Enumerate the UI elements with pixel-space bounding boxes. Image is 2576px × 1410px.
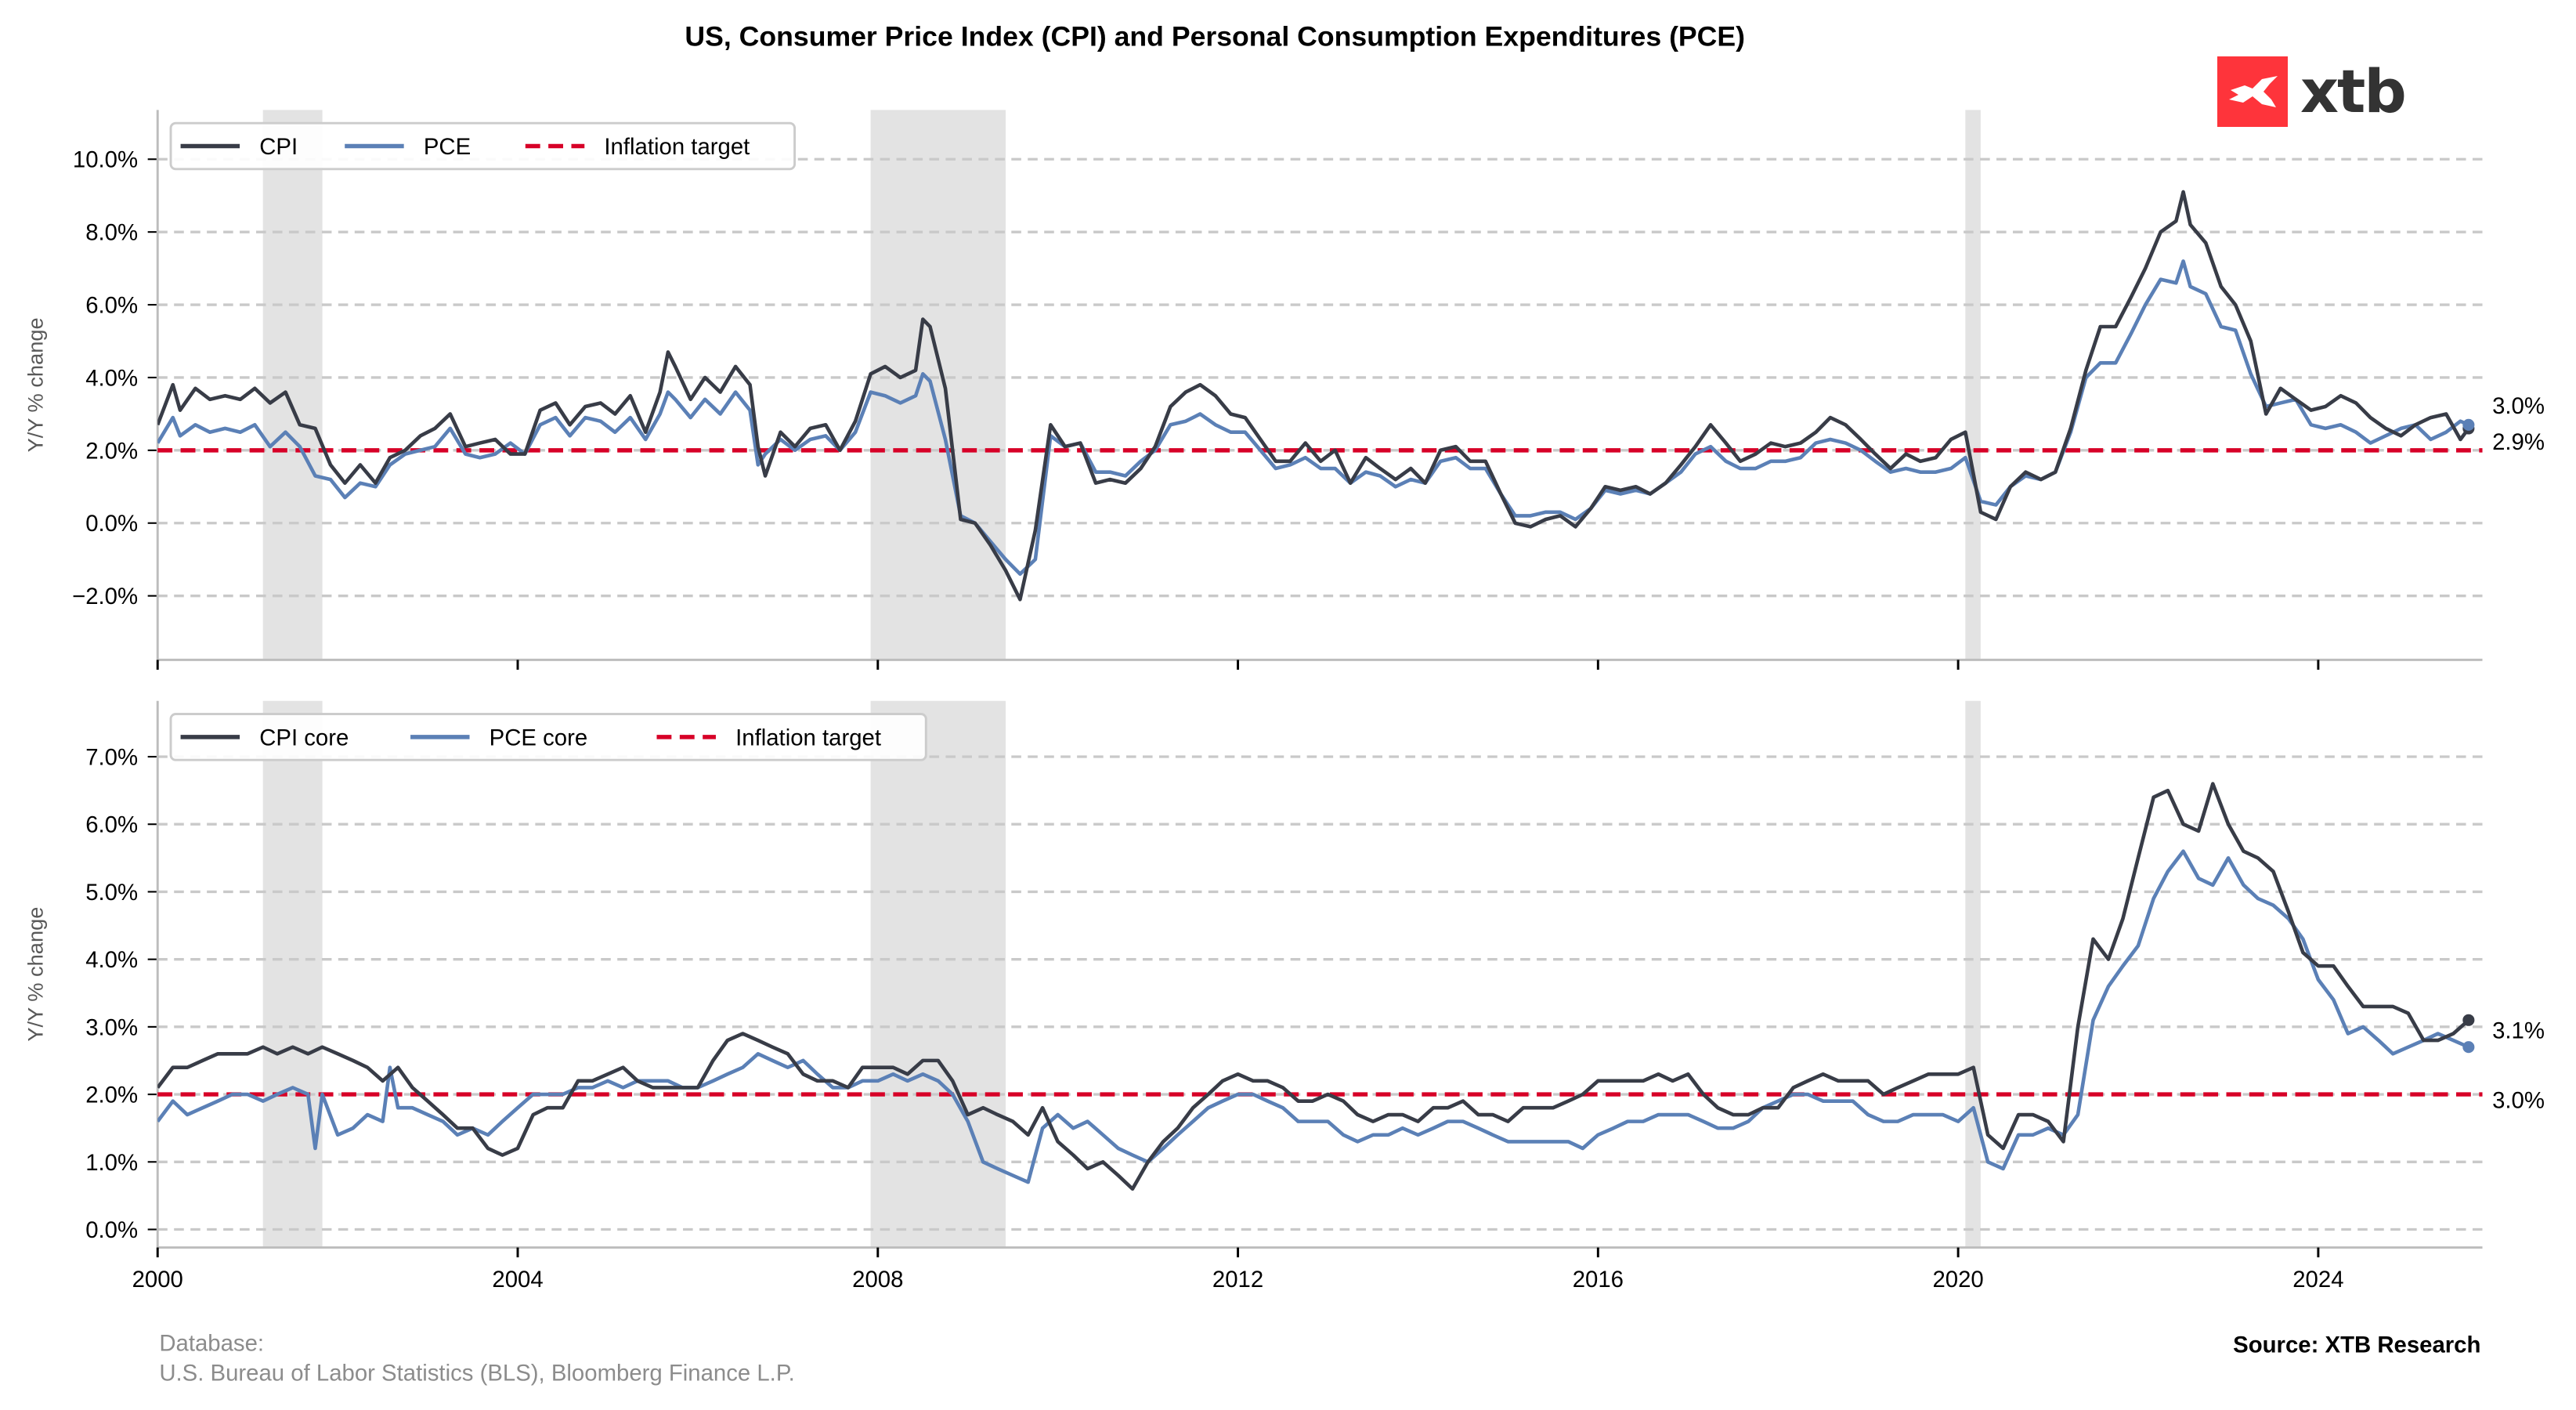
series-line-cpi xyxy=(157,190,2470,602)
legend-item: CPI xyxy=(180,134,298,160)
series-line-pce-core xyxy=(157,849,2469,1184)
legend-frame xyxy=(169,713,927,761)
y-tick-label: 0.0% xyxy=(85,511,138,537)
y-tick-label: 10.0% xyxy=(73,147,138,173)
x-tick-label: 2004 xyxy=(492,1267,543,1292)
y-tick-label: 6.0% xyxy=(85,812,138,838)
legend-item: Inflation target xyxy=(656,725,881,750)
y-tick-label: 4.0% xyxy=(85,365,138,391)
y-tick-label: −2.0% xyxy=(72,584,138,609)
y-tick-label: 8.0% xyxy=(85,220,138,246)
y-tick-label: 1.0% xyxy=(85,1150,138,1176)
legend-frame xyxy=(169,121,797,171)
series-end-marker xyxy=(2462,418,2475,431)
legend-item: CPI core xyxy=(180,725,349,750)
end-value-label: 3.0% xyxy=(2492,393,2545,419)
y-tick-label: 2.0% xyxy=(85,438,138,464)
footer-source: Source: XTB Research xyxy=(2233,1332,2480,1358)
y-tick-label: 4.0% xyxy=(85,947,138,973)
xtb-logo-mark-icon xyxy=(2217,56,2288,127)
legend: CPI core PCE core Inflation target xyxy=(169,713,927,761)
legend-item: PCE xyxy=(345,134,471,160)
x-tick-label: 2016 xyxy=(1573,1267,1624,1292)
series-line-cpi-core xyxy=(157,782,2470,1191)
legend-label: Inflation target xyxy=(604,134,750,160)
x-tick-label: 2008 xyxy=(852,1267,903,1292)
recession-band xyxy=(870,700,1006,1248)
legend-item: PCE core xyxy=(410,725,587,750)
footer-database-label: Database: xyxy=(159,1331,264,1357)
series-line-pce xyxy=(157,259,2469,577)
y-tick-label: 2.0% xyxy=(85,1083,138,1108)
recession-band xyxy=(262,700,323,1248)
y-tick-label: 5.0% xyxy=(85,880,138,906)
x-tick-label: 2024 xyxy=(2292,1267,2343,1292)
chart-title: US, Consumer Price Index (CPI) and Perso… xyxy=(685,21,1745,52)
end-value-label: 3.0% xyxy=(2492,1087,2545,1113)
panel-cpi-pce: −2.0% 0.0% 2.0% 4.0% 6.0% 8.0% 10.0% Y/Y % chan… xyxy=(23,110,2545,670)
recession-band xyxy=(1965,110,1981,660)
end-value-label: 3.1% xyxy=(2492,1018,2545,1043)
recession-band xyxy=(1965,700,1981,1248)
series-end-marker xyxy=(2462,1014,2475,1026)
y-axis-label: Y/Y % change xyxy=(23,317,47,452)
legend-item: Inflation target xyxy=(525,134,750,160)
end-value-label: 2.9% xyxy=(2492,429,2545,455)
legend: CPI PCE Inflation target xyxy=(169,121,797,171)
y-tick-label: 3.0% xyxy=(85,1014,138,1040)
legend-label: PCE core xyxy=(490,725,588,750)
legend-label: Inflation target xyxy=(735,725,881,750)
xtb-logo-text: xtb xyxy=(2300,56,2407,126)
y-axis-label: Y/Y % change xyxy=(23,907,47,1042)
y-tick-label: 7.0% xyxy=(85,744,138,770)
recession-band xyxy=(262,110,323,660)
series-end-marker xyxy=(2462,1041,2475,1054)
footer-database-sources: U.S. Bureau of Labor Statistics (BLS), B… xyxy=(159,1360,794,1386)
x-tick-label: 2000 xyxy=(132,1267,183,1292)
panel-core: 0.0% 1.0% 2.0% 3.0% 4.0% 5.0% 6.0% 7.0% 2000 2004… xyxy=(23,700,2545,1292)
xtb-logo: xtb xyxy=(2217,56,2407,127)
x-tick-label: 2020 xyxy=(1932,1267,1983,1292)
legend-label: CPI xyxy=(259,134,298,160)
legend-label: PCE xyxy=(424,134,471,160)
x-tick-label: 2012 xyxy=(1212,1267,1263,1292)
recession-band xyxy=(870,110,1006,660)
legend-label: CPI core xyxy=(259,725,349,750)
y-tick-label: 6.0% xyxy=(85,293,138,319)
y-tick-label: 0.0% xyxy=(85,1217,138,1243)
